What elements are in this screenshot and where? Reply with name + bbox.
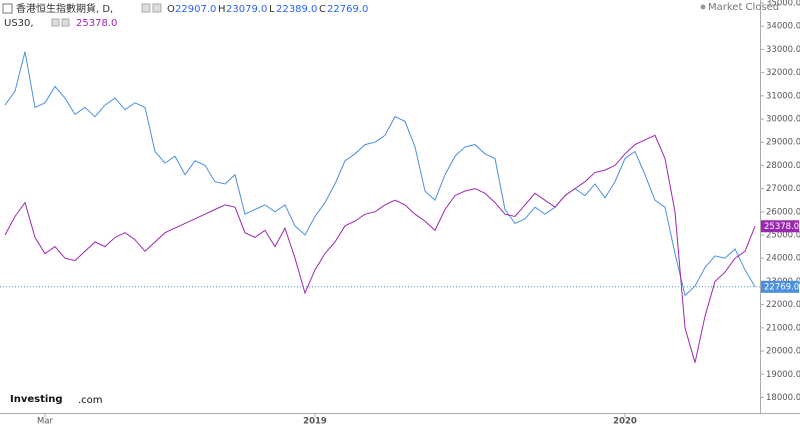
settings-icon[interactable] [51,18,60,27]
y-tick-label: 33000.0 [766,45,800,55]
y-tick-label: 28000.0 [766,161,800,171]
y-tick-label: 20000.0 [766,347,800,357]
y-tick-label: 18000.0 [766,393,800,403]
legend-value: 25378.0 [76,18,117,29]
last-price-label: 22769.0 [764,282,799,292]
y-tick-label: 31000.0 [766,91,800,101]
last-price-box [761,220,799,233]
header-key: L [269,4,275,15]
y-tick-label: 26000.0 [766,207,800,217]
y-tick-label: 19000.0 [766,370,800,380]
y-tick-label: 27000.0 [766,184,800,194]
settings-icon[interactable] [141,3,151,13]
legend-label: 香港恒生指數期貨, D, [16,2,113,15]
y-tick-label: 21000.0 [766,323,800,333]
plot-area [4,51,756,363]
y-tick-label: 22000.0 [766,300,800,310]
header-key: H [218,4,226,15]
close-icon[interactable] [152,3,162,13]
header-value: 22389.0 [276,4,317,15]
y-tick-label: 34000.0 [766,22,800,32]
header-value: 22907.0 [175,4,216,15]
y-tick-label: 30000.0 [766,115,800,125]
x-tick-label: Mar [37,417,54,427]
logo: Investing [10,394,63,405]
last-price-label: 25378.0 [764,222,799,232]
series-line [4,51,756,297]
status: Market Closed [708,2,779,13]
header-key: C [319,4,326,15]
series-line [4,134,756,363]
header-value: 22769.0 [327,4,368,15]
y-tick-label: 24000.0 [766,254,800,264]
status-dot [700,4,706,10]
close-icon[interactable] [61,18,70,27]
x-tick-label: 2019 [303,417,327,427]
legend-label: US30, [4,18,34,29]
y-tick-label: 25000.0 [766,231,800,241]
logo-suffix: .com [78,395,103,406]
y-tick-label: 32000.0 [766,68,800,78]
y-tick-label: 29000.0 [766,138,800,148]
last-price-box [761,280,799,293]
x-tick-label: 2020 [613,417,637,427]
header-key: O [167,4,175,15]
symbol-icon [2,3,13,14]
header-value: 23079.0 [226,4,267,15]
y-tick-label: 35000.0 [766,0,800,9]
